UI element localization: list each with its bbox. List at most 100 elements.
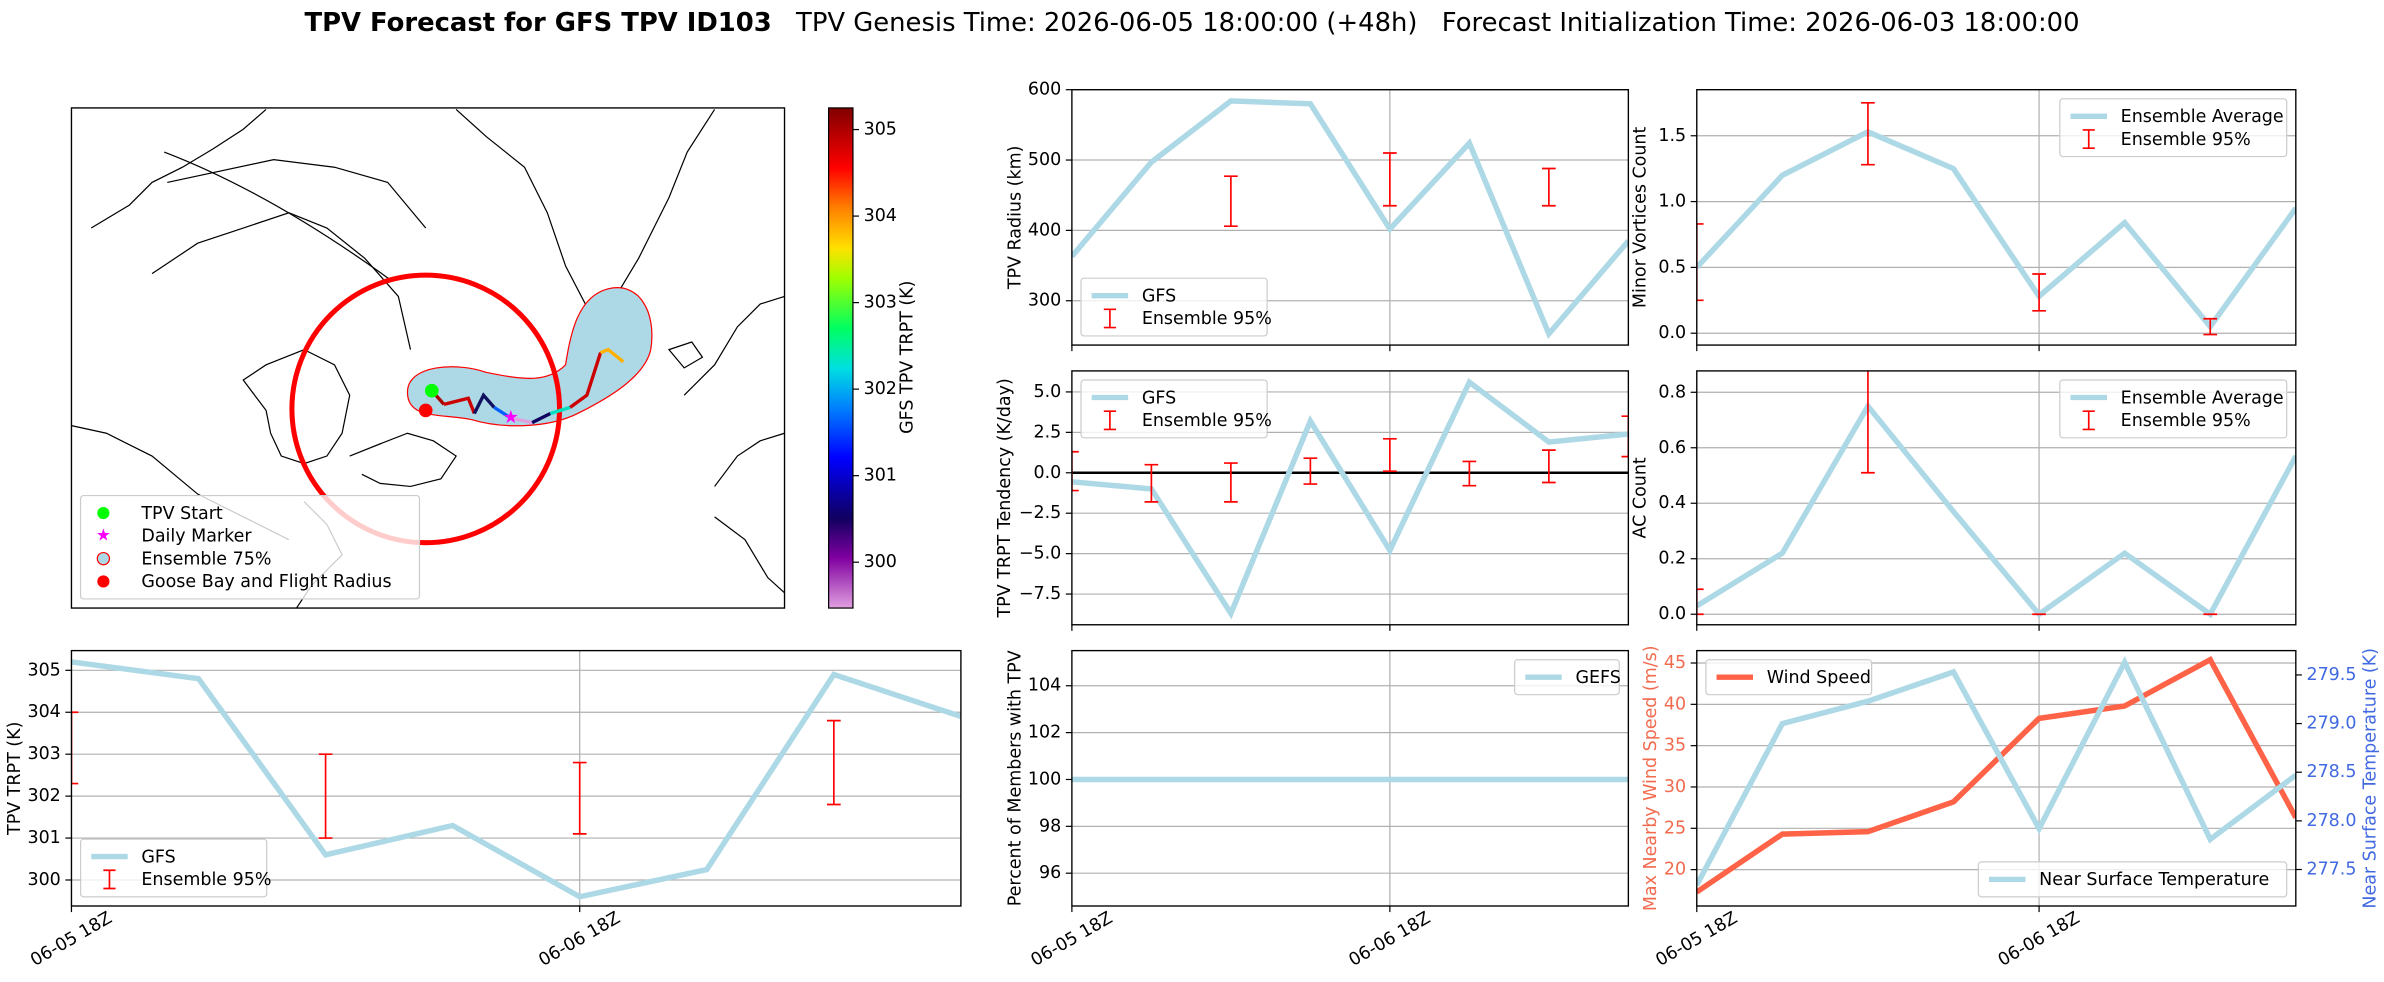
y-tick-label: 0.6 xyxy=(1658,438,1686,458)
axes-frame xyxy=(1696,649,2297,907)
legend: Ensemble Average Ensemble 95% xyxy=(2059,379,2288,439)
colorbar-tick-label: 303 xyxy=(864,293,897,313)
legend-box xyxy=(79,838,268,898)
series-line xyxy=(1696,401,2296,619)
plot-area xyxy=(71,650,961,906)
panel: 300 400 500 600 TPV Radius (km) GFS Ensemble 9… xyxy=(1006,80,1630,352)
legend-label: Goose Bay and Flight Radius xyxy=(141,572,391,592)
error-bar xyxy=(2203,317,2218,336)
legend-swatch xyxy=(97,575,110,588)
axes-frame xyxy=(70,649,962,907)
axes-frame xyxy=(1696,370,2297,626)
x-tick-label: 06-05 18Z xyxy=(27,908,115,971)
legend: GFS Ensemble 95% xyxy=(1080,277,1272,337)
goose-bay xyxy=(418,403,433,418)
legend-swatch xyxy=(2082,410,2095,431)
map-layer: ★ xyxy=(71,108,785,609)
legend: Ensemble Average Ensemble 95% xyxy=(2059,98,2288,158)
colorbar-tick-label: 304 xyxy=(864,206,897,226)
legend-label: Ensemble Average xyxy=(2121,107,2284,127)
axes-frame xyxy=(1696,89,2297,346)
error-bar xyxy=(572,761,587,835)
colorbar-label: GFS TPV TRPT (K) xyxy=(898,281,918,434)
y-tick-label: 304 xyxy=(27,702,60,722)
error-bar xyxy=(1696,223,1704,302)
flight-radius xyxy=(289,272,563,546)
y-tick-label: 303 xyxy=(27,744,60,764)
legend-label: Ensemble 95% xyxy=(1142,411,1272,431)
y-tick-label: 0.2 xyxy=(1658,549,1686,569)
error-bar xyxy=(1861,370,1875,474)
map: ★ GFS TPV TRPT (K) 300 301 302 303 304 305 TPV… xyxy=(70,107,918,609)
y-tick-label: 102 xyxy=(1028,723,1061,743)
series-line xyxy=(1696,655,2296,895)
y-tick-label: 96 xyxy=(1039,863,1061,883)
track-segment xyxy=(443,396,476,415)
ensemble-area xyxy=(406,287,653,427)
series-line xyxy=(1071,98,1629,339)
y-tick-label: 302 xyxy=(27,786,60,806)
legend-swatch xyxy=(1103,410,1116,431)
error-bar xyxy=(1383,152,1397,207)
legend-label: Wind Speed xyxy=(1767,668,1871,688)
legend: GFS Ensemble 95% xyxy=(79,838,271,898)
y-tick-label: 500 xyxy=(1028,150,1061,170)
series-line xyxy=(1696,128,2296,332)
error-bar xyxy=(1303,457,1318,485)
series-line xyxy=(71,659,961,900)
legend-swatch xyxy=(97,506,110,520)
map-frame xyxy=(70,107,786,609)
daily-marker: ★ xyxy=(503,407,519,428)
y-tick-label: 98 xyxy=(1039,816,1061,836)
legend-box xyxy=(2059,98,2288,158)
legend-label: GFS xyxy=(1142,388,1176,408)
y-tick-label: 300 xyxy=(1028,291,1061,311)
track-segment xyxy=(599,347,625,364)
legend-label: Ensemble Average xyxy=(2121,388,2284,408)
legend-box xyxy=(1514,659,1620,696)
legend: GFS Ensemble 95% xyxy=(1080,379,1272,439)
y-tick-label: 35 xyxy=(1664,736,1686,756)
y-tick-label: 305 xyxy=(27,660,60,680)
y-tick-label: 100 xyxy=(1028,769,1061,789)
y-tick-label: 20 xyxy=(1664,860,1686,880)
axes-frame xyxy=(1071,649,1630,907)
error-bar xyxy=(1696,588,1704,616)
y-tick-label: 2.5 xyxy=(1033,422,1061,442)
x-tick-label: 06-05 18Z xyxy=(1653,908,1741,971)
legend-box xyxy=(2059,379,2288,439)
y-axis-label: TPV TRPT (K) xyxy=(5,722,25,836)
title-init: Forecast Initialization Time: 2026-06-03… xyxy=(1442,7,2080,37)
x-tick-label: 06-06 18Z xyxy=(1995,908,2083,971)
legend-label: Daily Marker xyxy=(141,527,252,547)
y-tick-label: 0.5 xyxy=(1658,257,1686,277)
y-tick-label: 25 xyxy=(1664,818,1686,838)
panel: −7.5 −5.0 −2.5 0.0 2.5 5.0 TPV TRPT Tendency (… xyxy=(995,370,1630,631)
error-bar xyxy=(1071,450,1079,492)
x-tick-label: 06-06 18Z xyxy=(536,908,624,971)
y-tick-label: 0.4 xyxy=(1658,493,1686,513)
y-tick-label: 301 xyxy=(27,828,60,848)
coastline xyxy=(714,432,785,487)
coastline xyxy=(151,212,412,350)
colorbar-tick-label: 301 xyxy=(864,466,897,486)
y-tick-label: −2.5 xyxy=(1019,503,1061,523)
plot-area xyxy=(1696,89,2296,346)
series-line xyxy=(1071,378,1629,620)
legend-label: GEFS xyxy=(1575,668,1620,688)
coastline xyxy=(455,108,716,305)
legend: Wind Speed xyxy=(1705,659,1873,696)
title-genesis: TPV Genesis Time: 2026-06-05 18:00:00 (+… xyxy=(795,7,1417,37)
error-bar xyxy=(1224,175,1238,228)
error-bar xyxy=(1542,449,1556,484)
axes-frame xyxy=(1071,89,1630,346)
coastline xyxy=(242,348,351,465)
y-tick-label: 1.0 xyxy=(1658,192,1686,212)
legend-swatch xyxy=(1103,308,1116,329)
legend-label: TPV Start xyxy=(140,504,223,524)
